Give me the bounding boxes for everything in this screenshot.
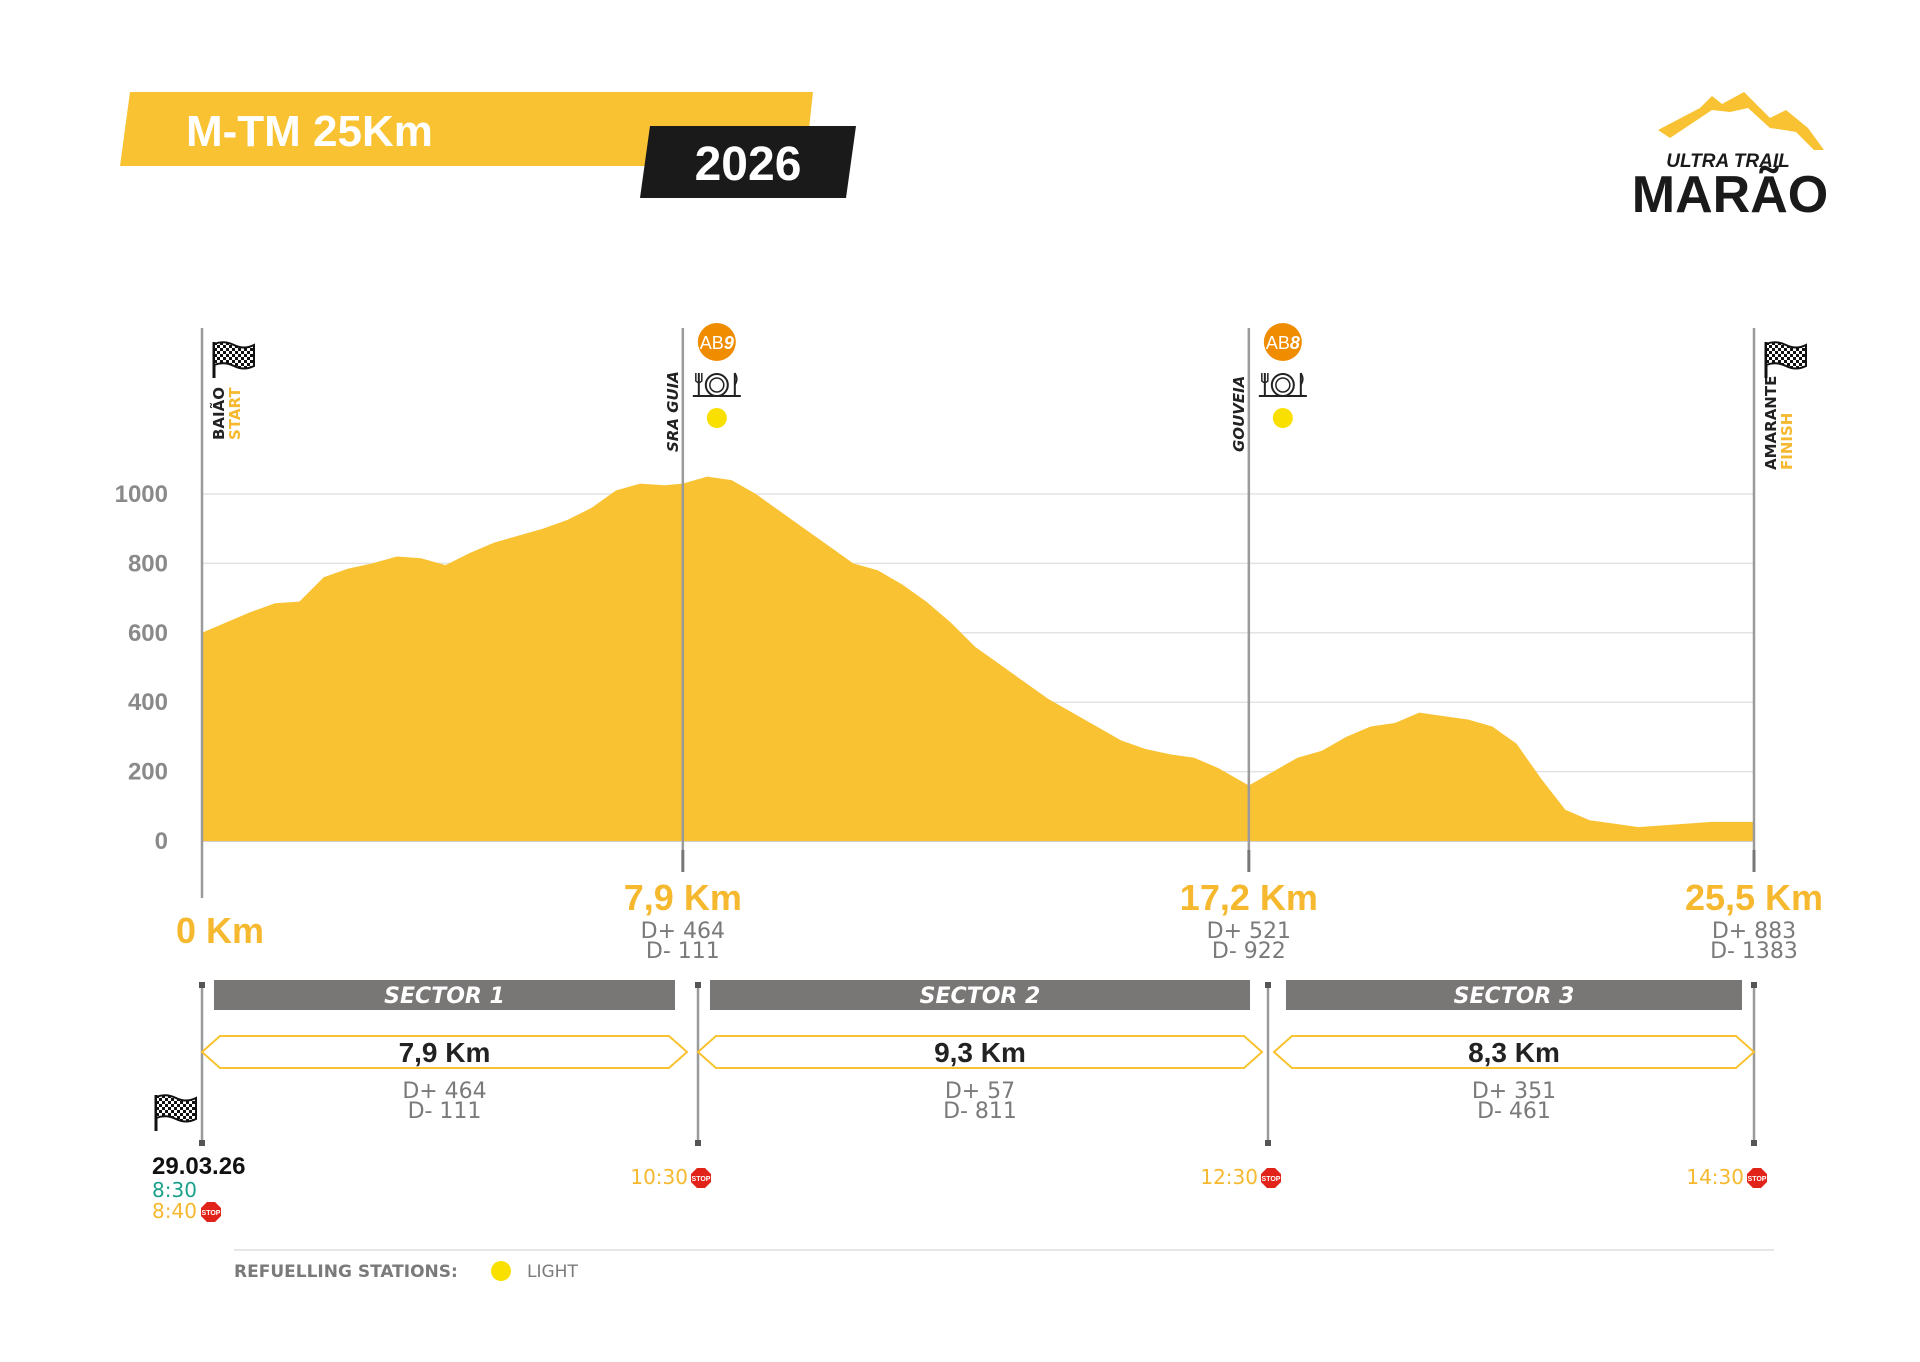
- stop-sign-icon: [1261, 1168, 1281, 1188]
- sector-distance: 7,9 Km: [399, 1037, 491, 1068]
- mountain-icon: [1658, 92, 1824, 150]
- stop-sign-icon: [201, 1202, 221, 1222]
- y-axis-ticks: 0 200 400 600 800 1000: [115, 481, 168, 855]
- station-name: GOUVEIA: [1230, 376, 1248, 452]
- sector-bar: [710, 980, 1250, 1010]
- sector-name: SECTOR 1: [384, 984, 505, 1009]
- food-plate-icon: [1257, 372, 1308, 398]
- stop-sign-icon: [691, 1168, 711, 1188]
- station-code: AB9: [700, 333, 734, 353]
- finish-sub-label: FINISH: [1778, 413, 1796, 470]
- elevation-loss: D- 922: [1212, 939, 1286, 964]
- station-name-label: SRA GUIA: [664, 371, 682, 452]
- sector-elevation-loss: D- 111: [408, 1099, 482, 1124]
- cutoff-time: 12:30: [1200, 1165, 1258, 1189]
- elevation-loss: D- 111: [646, 939, 720, 964]
- elevation-gain: D+ 521: [1207, 919, 1291, 944]
- food-plate-icon: [691, 372, 742, 398]
- sector-distance-arrow: [696, 1035, 1264, 1069]
- race-title: M-TM 25Km: [186, 107, 433, 156]
- light-station-dot-icon: [491, 1261, 511, 1281]
- cutoff-time: 14:30: [1686, 1165, 1744, 1189]
- elevation-loss: D- 1383: [1710, 939, 1798, 964]
- sector-elevation-gain: D+ 351: [1472, 1079, 1556, 1104]
- divider-cap: [1751, 982, 1757, 988]
- station-badge-icon: [1263, 323, 1302, 361]
- station-code: AB8: [1266, 333, 1300, 353]
- start-time: 8:30: [152, 1178, 197, 1202]
- legend-label: REFUELLING STATIONS:: [234, 1262, 458, 1282]
- start-cutoff: 8:40: [152, 1199, 197, 1223]
- y-tick-label: 0: [155, 828, 168, 855]
- km-label: 7,9 Km: [624, 877, 742, 918]
- title-banner: [120, 92, 813, 166]
- light-station-dot-icon: [706, 408, 727, 428]
- logo-line2: MARÃO: [1632, 165, 1828, 224]
- divider-cap: [695, 982, 701, 988]
- y-tick-label: 1000: [115, 481, 168, 508]
- start-sub-label: START: [226, 387, 244, 440]
- sector-bar: [1286, 980, 1742, 1010]
- y-tick-label: 800: [128, 550, 168, 577]
- year-banner: [640, 126, 856, 198]
- finish-place-name: AMARANTE: [1762, 376, 1780, 470]
- cutoff-time: 10:30: [630, 1165, 688, 1189]
- km-label: 0 Km: [176, 910, 264, 951]
- y-tick-label: 400: [128, 689, 168, 716]
- sector-bar: [214, 980, 675, 1010]
- station-name-label: GOUVEIA: [1230, 376, 1248, 452]
- start-flag-icon: [212, 340, 256, 380]
- station-badge-icon: [697, 323, 736, 361]
- start-place-name: BAIÃO: [209, 387, 228, 440]
- elevation-gain: D+ 883: [1712, 919, 1796, 944]
- sector-distance-arrow: [200, 1035, 689, 1069]
- elevation-gain: D+ 464: [641, 919, 725, 944]
- sector-elevation-loss: D- 461: [1477, 1099, 1551, 1124]
- divider-cap: [1265, 1140, 1271, 1146]
- station-name: SRA GUIA: [664, 371, 682, 452]
- divider-cap: [1751, 1140, 1757, 1146]
- year-label: 2026: [695, 138, 802, 191]
- y-tick-label: 600: [128, 620, 168, 647]
- km-label: 25,5 Km: [1685, 877, 1823, 918]
- stop-sign-icon: [1747, 1168, 1767, 1188]
- divider-cap: [199, 982, 205, 988]
- sector-distance-arrow: [1272, 1035, 1756, 1069]
- checkpoint-lines: [200, 328, 1756, 898]
- y-tick-label: 200: [128, 759, 168, 786]
- divider-cap: [695, 1140, 701, 1146]
- sector-distance: 8,3 Km: [1468, 1037, 1560, 1068]
- divider-cap: [1265, 982, 1271, 988]
- start-date: 29.03.26: [152, 1153, 245, 1180]
- logo-line1: ULTRA TRAIL: [1666, 151, 1789, 172]
- sector-name: SECTOR 2: [920, 984, 1041, 1009]
- ultra-trail-marao-logo: ULTRA TRAIL MARÃO: [1632, 92, 1828, 224]
- sector-name: SECTOR 3: [1454, 984, 1575, 1009]
- elevation-area: [202, 476, 1754, 841]
- sector-elevation-gain: D+ 464: [402, 1079, 486, 1104]
- sector-elevation-gain: D+ 57: [945, 1079, 1015, 1104]
- legend-item: LIGHT: [527, 1262, 578, 1282]
- sector-elevation-loss: D- 811: [943, 1099, 1017, 1124]
- sector-distance: 9,3 Km: [934, 1037, 1026, 1068]
- km-label: 17,2 Km: [1180, 877, 1318, 918]
- light-station-dot-icon: [1272, 408, 1293, 428]
- finish-flag-icon: [1764, 340, 1808, 380]
- start-flag-icon: [154, 1093, 198, 1133]
- divider-cap: [199, 1140, 205, 1146]
- start-info: 29.03.26 8:30 8:40: [152, 1093, 245, 1223]
